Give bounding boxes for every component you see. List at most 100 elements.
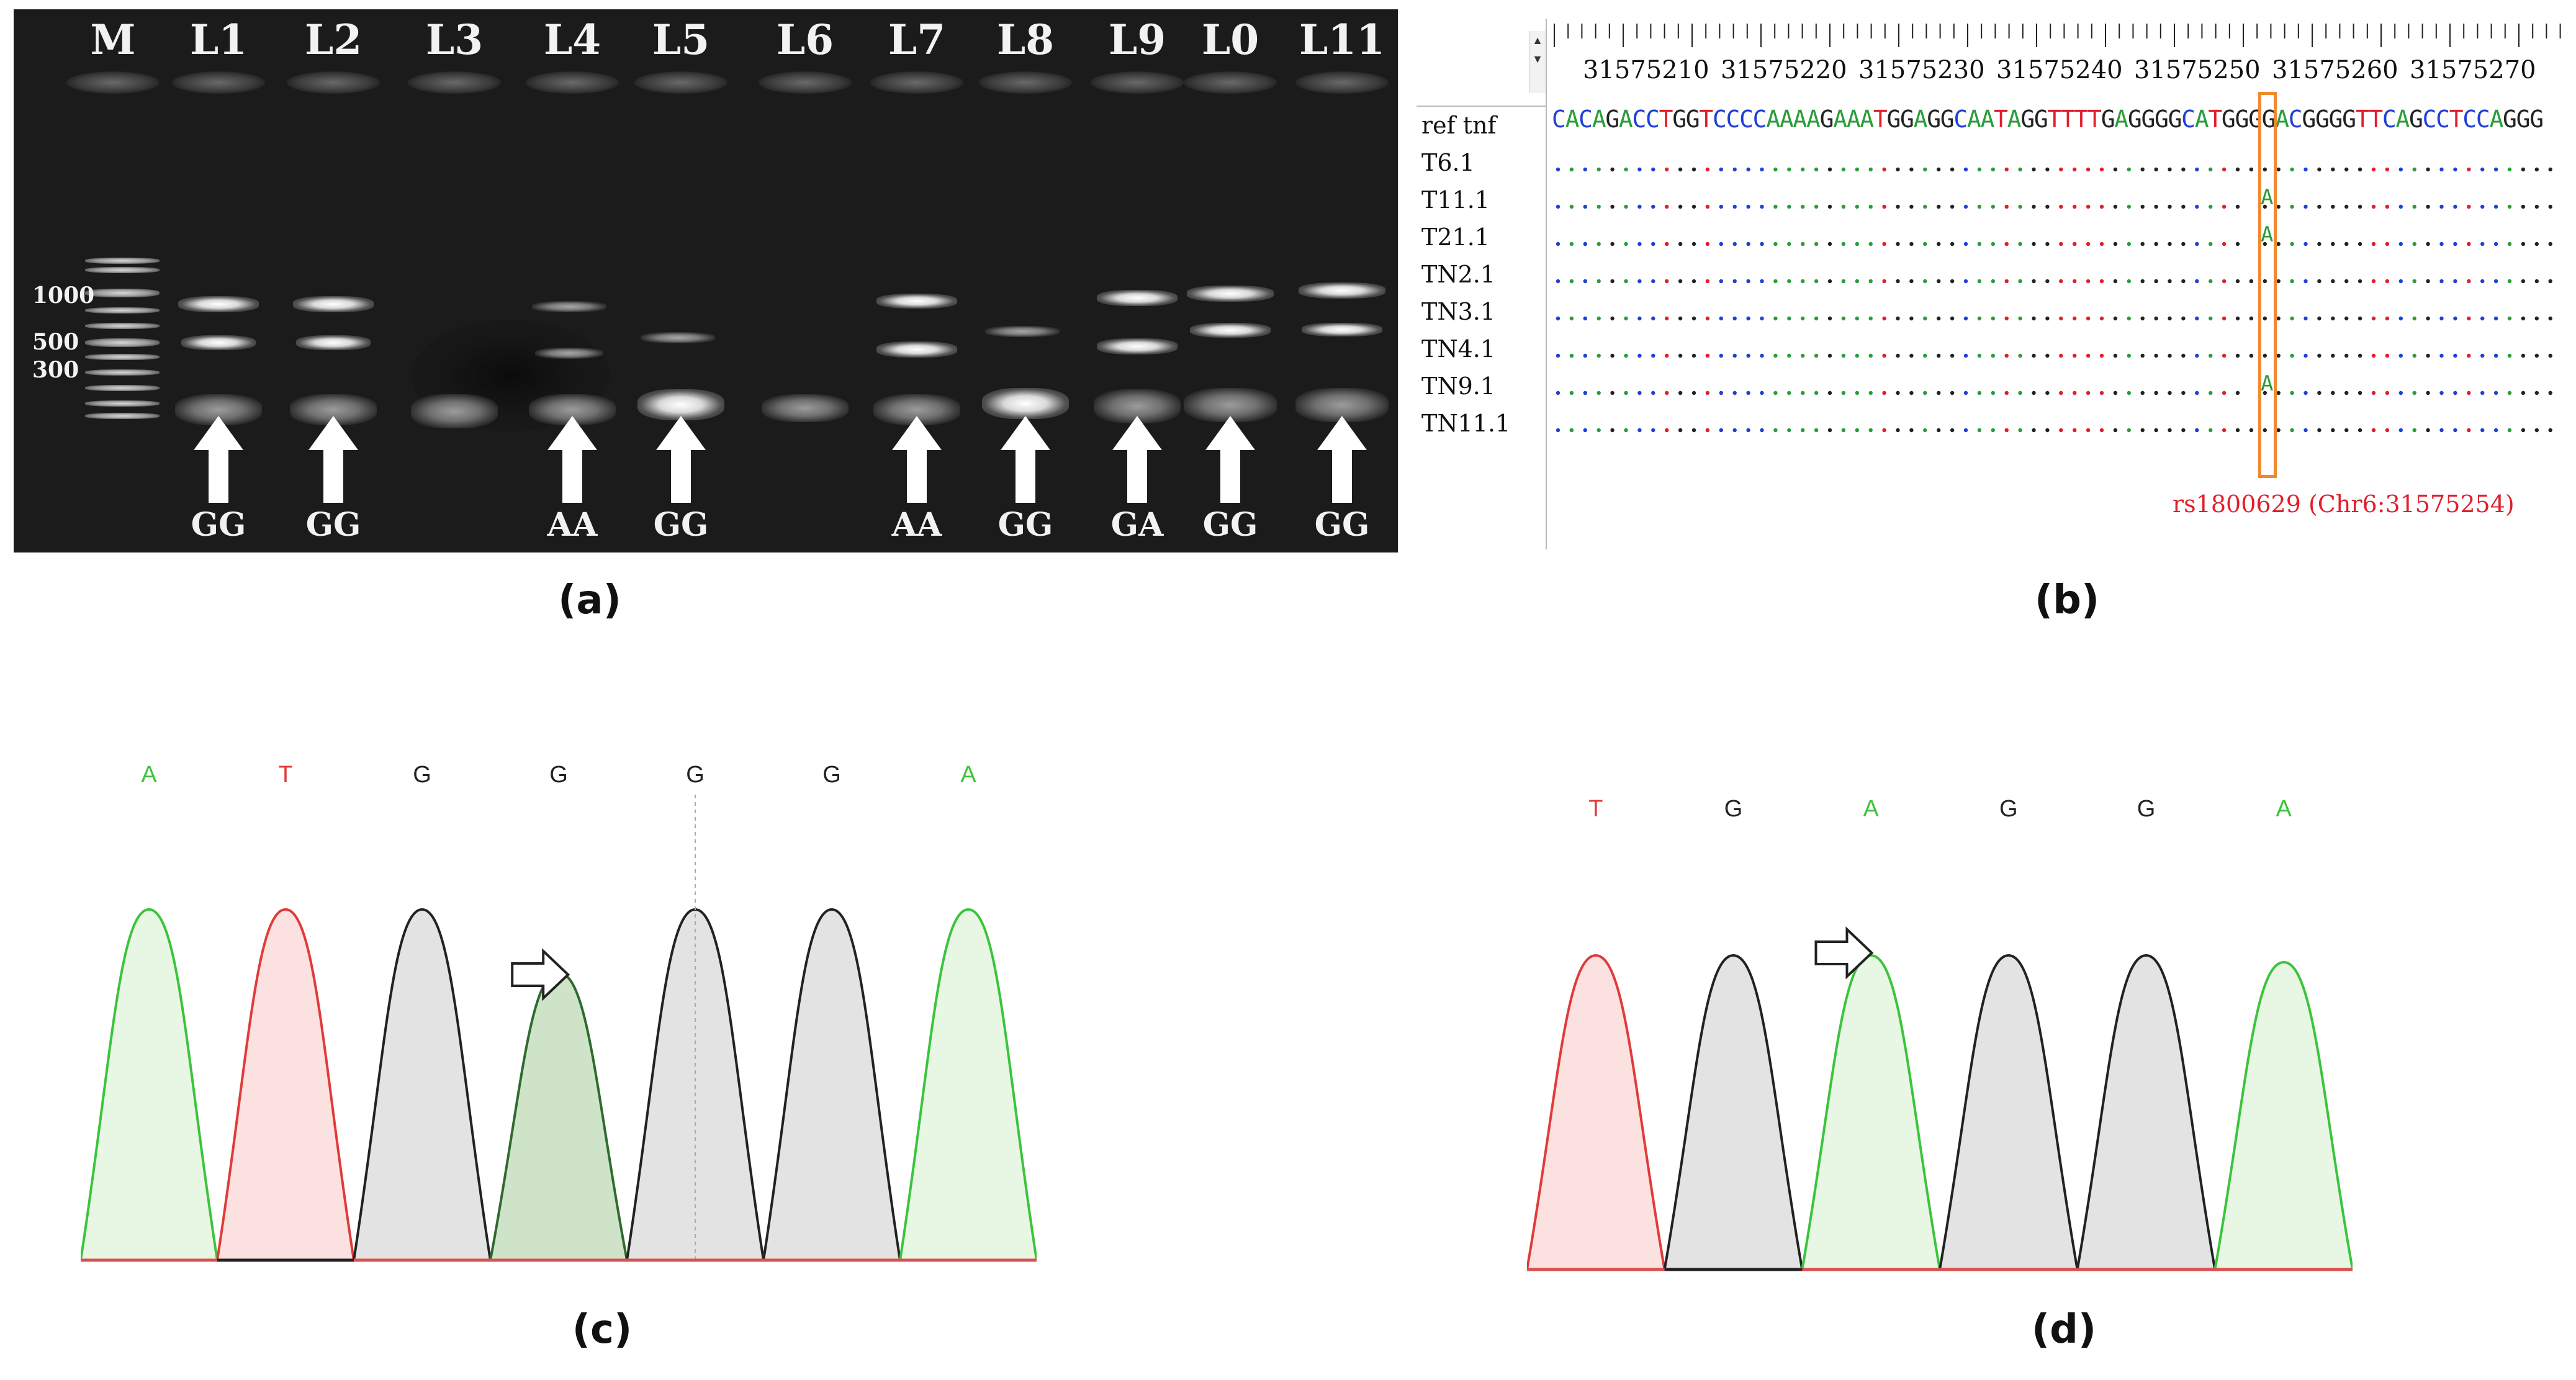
match-dot <box>1556 241 1560 246</box>
reference-base: A <box>2114 106 2128 133</box>
match-dot <box>2045 241 2050 246</box>
snp-allele: A <box>2261 371 2274 396</box>
match-dot <box>2548 279 2552 284</box>
reference-base: G <box>1927 106 1941 133</box>
match-dot <box>2099 204 2104 209</box>
spin-up-icon[interactable]: ▲ <box>1532 34 1543 47</box>
match-dot <box>2181 279 2186 284</box>
match-dot <box>2385 167 2390 172</box>
match-dot <box>1882 390 1886 395</box>
match-dot <box>2304 316 2308 321</box>
reference-base: G <box>1685 106 1700 133</box>
match-dot <box>2263 353 2267 358</box>
match-dot <box>2331 167 2335 172</box>
match-dot <box>1691 353 1696 358</box>
match-dot <box>1773 241 1778 246</box>
match-dot <box>1909 204 1914 209</box>
reference-base: G <box>2221 106 2236 133</box>
match-dot <box>1583 279 1587 284</box>
gel-well <box>634 71 727 94</box>
reference-base: A <box>2275 106 2289 133</box>
reference-base: A <box>1860 106 1874 133</box>
match-dot <box>1841 167 1846 172</box>
match-dot <box>2480 428 2485 433</box>
ladder-band <box>85 323 160 329</box>
position-label: 31575220 <box>1721 56 1847 84</box>
match-dot <box>2099 167 2104 172</box>
match-dot <box>2385 353 2390 358</box>
match-dot <box>2371 167 2376 172</box>
reference-base: C <box>2436 106 2450 133</box>
match-dot <box>1991 428 1995 433</box>
match-dot <box>1732 316 1737 321</box>
match-dot <box>1760 279 1764 284</box>
match-dot <box>2127 428 2131 433</box>
match-dot <box>1624 167 1628 172</box>
match-dot <box>2439 167 2444 172</box>
base-call-letter: A <box>1863 796 1879 822</box>
match-dot <box>2209 353 2213 358</box>
match-dot <box>1665 428 1669 433</box>
match-dot <box>2304 353 2308 358</box>
match-dot <box>2195 316 2199 321</box>
match-dot <box>2181 167 2186 172</box>
match-dot <box>1705 241 1710 246</box>
match-dot <box>1556 428 1560 433</box>
match-dot <box>2398 390 2403 395</box>
match-dot <box>1977 241 1982 246</box>
match-dot <box>1569 167 1574 172</box>
genotype-label: GA <box>1110 506 1164 544</box>
match-dot <box>2249 353 2254 358</box>
match-dot <box>2113 167 2118 172</box>
match-dot <box>2222 428 2227 433</box>
match-dot <box>1787 279 1791 284</box>
reference-base: G <box>2235 106 2249 133</box>
match-dot <box>1637 241 1642 246</box>
chromatogram-peak <box>1938 954 2079 1271</box>
chromatogram-peak <box>762 908 902 1261</box>
reference-base: G <box>1886 106 1901 133</box>
match-dot <box>1787 204 1791 209</box>
match-dot <box>2018 279 2022 284</box>
match-dot <box>2045 316 2050 321</box>
match-dot <box>2426 241 2430 246</box>
match-dot <box>1909 390 1914 395</box>
match-dot <box>1705 390 1710 395</box>
match-dot <box>1678 316 1683 321</box>
match-dot <box>2426 390 2430 395</box>
match-dot <box>1977 279 1982 284</box>
match-dot <box>2331 279 2335 284</box>
match-dot <box>2181 316 2186 321</box>
match-dot <box>2086 167 2091 172</box>
match-dot <box>1855 316 1859 321</box>
match-dot <box>2209 204 2213 209</box>
match-dot <box>1583 428 1587 433</box>
match-dot <box>1705 167 1710 172</box>
match-dot <box>1909 353 1914 358</box>
match-dot <box>1705 279 1710 284</box>
match-dot <box>2045 353 2050 358</box>
gel-well <box>526 71 619 94</box>
match-dots-row <box>1556 390 2552 395</box>
match-dot <box>1827 390 1832 395</box>
reference-base: A <box>1592 106 1606 133</box>
base-call-letter: G <box>2137 796 2156 822</box>
match-dot <box>1923 390 1927 395</box>
match-dot <box>2453 167 2457 172</box>
match-dot <box>1678 241 1683 246</box>
scroll-spinner[interactable]: ▲ ▼ <box>1529 31 1546 93</box>
match-dot <box>2222 316 2227 321</box>
match-dot <box>2209 390 2213 395</box>
match-dot <box>2113 204 2118 209</box>
match-dot <box>2344 428 2349 433</box>
match-dot <box>1732 428 1737 433</box>
match-dot <box>2398 241 2403 246</box>
spin-down-icon[interactable]: ▼ <box>1532 53 1543 65</box>
match-dot <box>1746 241 1750 246</box>
match-dot <box>2127 279 2131 284</box>
match-dot <box>1556 167 1560 172</box>
match-dot <box>2507 390 2512 395</box>
up-arrow-icon <box>1317 416 1367 503</box>
reference-base: C <box>1739 106 1754 133</box>
match-dot <box>2521 316 2526 321</box>
